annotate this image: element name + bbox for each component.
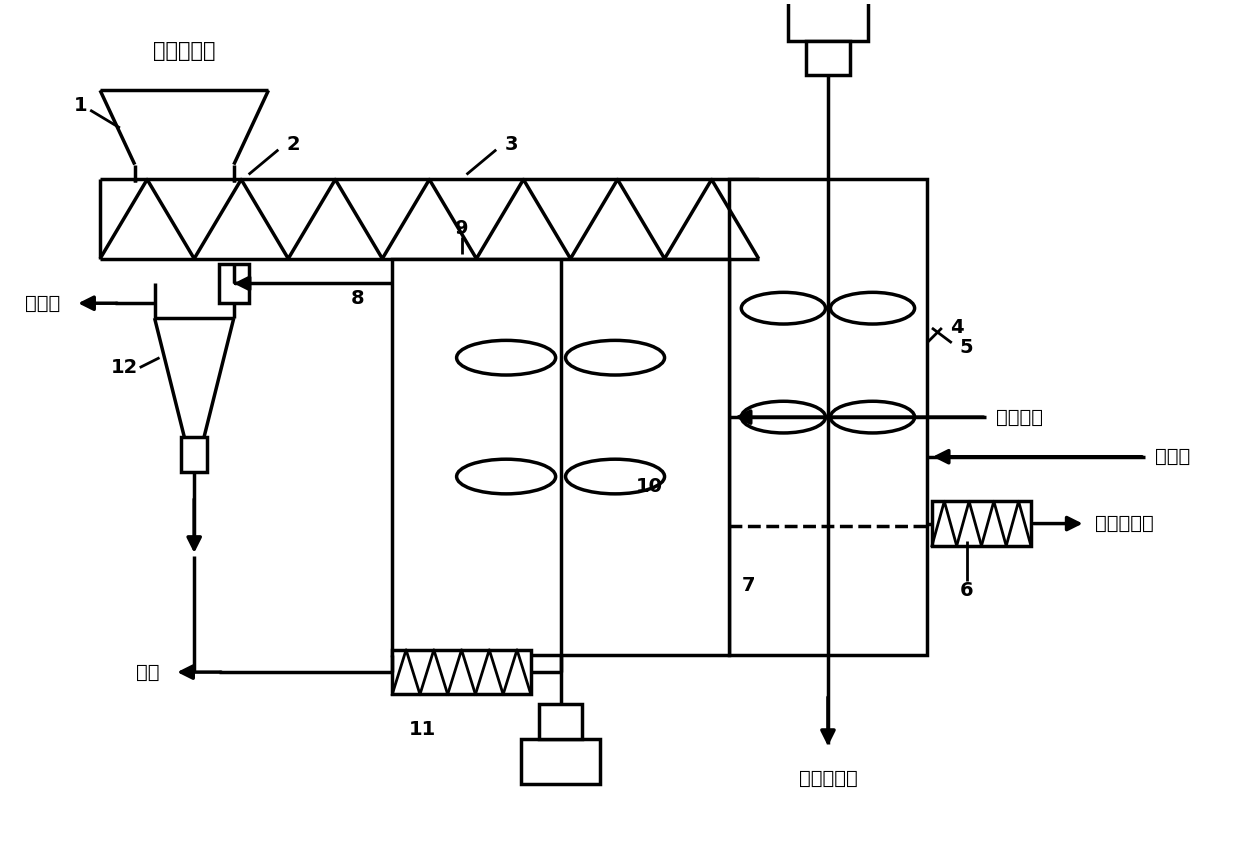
Text: 工作气体: 工作气体 (996, 408, 1043, 427)
Bar (392, 650, 531, 694)
Text: 2: 2 (286, 135, 300, 154)
Text: 5: 5 (960, 339, 973, 357)
Bar (521, 739, 600, 783)
Bar (181, 437, 207, 471)
Text: 残渣: 残渣 (136, 662, 160, 681)
Bar (539, 704, 583, 739)
Text: 4: 4 (950, 319, 963, 338)
Text: 7: 7 (742, 576, 755, 595)
Bar (789, 0, 868, 41)
Text: 6: 6 (960, 581, 973, 600)
Bar (392, 259, 729, 655)
Bar (932, 501, 1030, 546)
Text: 生物质原料: 生物质原料 (153, 41, 216, 61)
Text: 颗粒生物炭: 颗粒生物炭 (1095, 514, 1154, 533)
Text: 9: 9 (455, 219, 469, 238)
Text: 粉状生物炭: 粉状生物炭 (799, 769, 857, 788)
Bar (729, 179, 928, 655)
Bar (219, 264, 249, 303)
Text: 12: 12 (112, 358, 139, 377)
Bar (806, 41, 849, 75)
Text: 1: 1 (73, 96, 87, 115)
Text: 11: 11 (408, 720, 435, 739)
Text: 合成气: 合成气 (25, 294, 61, 313)
Text: 3: 3 (505, 135, 518, 154)
Text: 10: 10 (636, 477, 663, 496)
Text: 8: 8 (351, 289, 365, 308)
Text: 活化剂: 活化剂 (1154, 447, 1190, 466)
